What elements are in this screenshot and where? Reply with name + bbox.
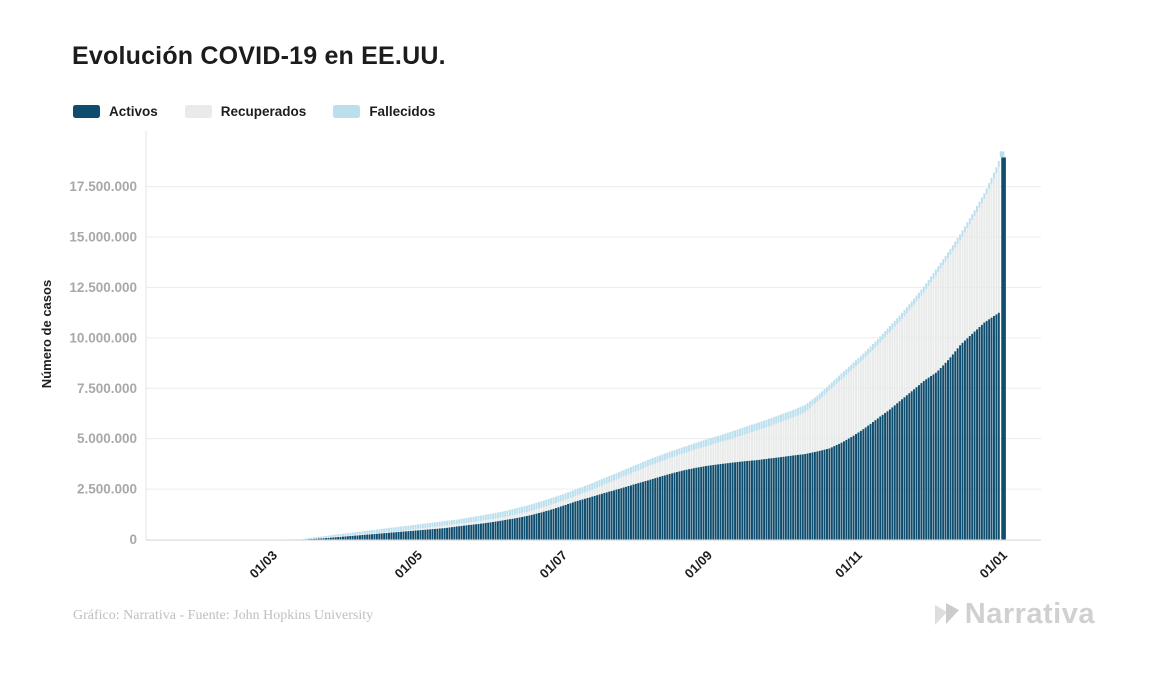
- x-tick-label: 01/05: [392, 548, 426, 582]
- x-tick-label: 01/09: [682, 548, 716, 582]
- legend-item-activos: Activos: [73, 104, 158, 119]
- y-tick-label: 2.500.000: [77, 482, 137, 497]
- activos-swatch-icon: [73, 105, 100, 118]
- stacked-area-bars: [286, 160, 1000, 540]
- chart-title: Evolución COVID-19 en EE.UU.: [72, 42, 446, 70]
- brand-logo: Narrativa: [934, 598, 1095, 631]
- final-day-bar: [999, 151, 1006, 540]
- x-tick-label: 01/01: [977, 548, 1011, 582]
- legend: Activos Recuperados Fallecidos: [73, 104, 462, 119]
- y-tick-label: 0: [129, 532, 137, 547]
- y-tick-label: 10.000.000: [69, 330, 137, 345]
- x-tick-label: 01/03: [246, 548, 280, 582]
- x-tick-label: 01/11: [832, 548, 865, 581]
- y-tick-label: 15.000.000: [69, 230, 137, 245]
- narrativa-n-icon: [934, 602, 959, 625]
- legend-item-fallecidos: Fallecidos: [333, 104, 435, 119]
- y-tick-label: 5.000.000: [77, 431, 137, 446]
- footer-credit: Gráfico: Narrativa - Fuente: John Hopkin…: [73, 608, 374, 623]
- recuperados-swatch-icon: [184, 105, 212, 118]
- y-tick-label: 7.500.000: [77, 381, 137, 396]
- legend-label-fallecidos: Fallecidos: [369, 104, 436, 119]
- legend-label-activos: Activos: [109, 104, 158, 119]
- fallecidos-swatch-icon: [333, 105, 361, 118]
- brand-name: Narrativa: [964, 598, 1095, 630]
- y-tick-label: 12.500.000: [69, 280, 137, 295]
- x-tick-label: 01/07: [537, 548, 571, 582]
- y-tick-label: 17.500.000: [69, 179, 137, 194]
- legend-item-recuperados: Recuperados: [184, 104, 307, 119]
- y-axis-title: Número de casos: [39, 280, 54, 388]
- legend-label-recuperados: Recuperados: [220, 104, 307, 119]
